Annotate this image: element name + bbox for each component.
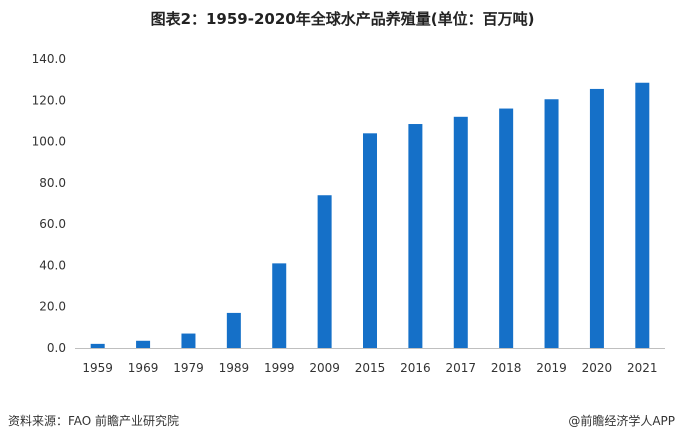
bar-2021 [635,82,650,348]
bar-2020 [589,88,604,349]
x-tick-label: 1999 [264,361,295,375]
x-tick-label: 1969 [128,361,159,375]
x-tick-label: 2018 [491,361,522,375]
bar-1989 [226,312,241,348]
x-tick-label: 2015 [355,361,386,375]
bar-1979 [181,333,196,348]
y-tick-label: 60.0 [39,217,66,231]
x-tick-label: 1989 [219,361,250,375]
y-tick-label: 120.0 [32,93,66,107]
bar-2009 [317,195,332,348]
y-tick-label: 40.0 [39,258,66,272]
bar-1969 [136,340,151,348]
bar-1999 [272,263,287,348]
x-tick-label: 2016 [400,361,431,375]
chart-title: 图表2：1959-2020年全球水产品养殖量(单位：百万吨) [150,10,535,28]
y-tick-label: 100.0 [32,135,66,149]
source-note: 资料来源：FAO 前瞻产业研究院 [8,414,180,428]
y-tick-label: 80.0 [39,176,66,190]
x-tick-label: 2019 [536,361,567,375]
y-tick-label: 20.0 [39,300,66,314]
y-axis: 0.0 20.0 40.0 60.0 80.0 100.0 120.0 140.0 [32,52,66,355]
x-tick-label: 2021 [627,361,658,375]
brand-credit: @前瞻经济学人APP [568,414,675,428]
bar-1959 [90,343,105,348]
y-tick-label: 140.0 [32,52,66,66]
x-tick-label: 2020 [582,361,613,375]
x-tick-label: 1959 [82,361,113,375]
bar-2015 [363,133,377,348]
x-tick-label: 2009 [309,361,340,375]
bar-2016 [408,124,423,349]
bar-2019 [544,99,559,348]
x-axis: 1959 1969 1979 1989 1999 2009 2015 2016 2017 2018… [75,348,665,375]
bar-2018 [499,108,514,349]
x-tick-label: 1979 [173,361,204,375]
bars [90,82,650,349]
bar-2017 [453,116,468,348]
x-tick-label: 2017 [445,361,476,375]
y-tick-label: 0.0 [47,341,66,355]
